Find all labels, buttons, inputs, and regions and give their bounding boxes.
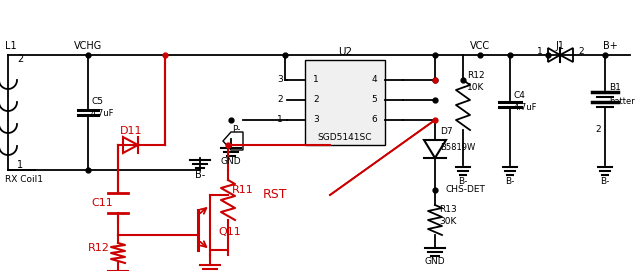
- Text: battery: battery: [609, 98, 635, 107]
- Text: VCC: VCC: [470, 41, 490, 51]
- Text: B-: B-: [600, 178, 610, 186]
- Text: B-: B-: [195, 170, 205, 180]
- Text: SGD5141SC: SGD5141SC: [318, 134, 372, 143]
- Text: 10K: 10K: [467, 83, 485, 92]
- Text: U2: U2: [338, 47, 352, 57]
- Text: R13: R13: [439, 205, 457, 215]
- Text: 2: 2: [578, 47, 584, 56]
- Text: B1: B1: [609, 83, 621, 92]
- Text: 3: 3: [277, 76, 283, 85]
- Text: P-: P-: [232, 125, 240, 134]
- Text: GND: GND: [425, 256, 445, 266]
- Text: 5: 5: [371, 95, 377, 105]
- Text: RST: RST: [263, 189, 288, 202]
- Text: B5819W: B5819W: [440, 144, 475, 153]
- Text: B+: B+: [603, 41, 617, 51]
- Text: 1: 1: [313, 76, 319, 85]
- Text: RX Coil1: RX Coil1: [5, 176, 43, 185]
- Text: 1: 1: [17, 160, 23, 170]
- Text: L1: L1: [5, 41, 17, 51]
- Text: R12: R12: [467, 70, 485, 79]
- Text: 2: 2: [277, 95, 283, 105]
- Text: 4: 4: [371, 76, 377, 85]
- Text: C11: C11: [91, 198, 113, 208]
- Text: 6: 6: [371, 115, 377, 124]
- Text: 4.7uF: 4.7uF: [514, 104, 537, 112]
- Text: 1: 1: [537, 47, 543, 56]
- Text: 2: 2: [17, 54, 23, 64]
- Text: B-: B-: [505, 178, 515, 186]
- Text: R12: R12: [88, 243, 110, 253]
- Text: J1: J1: [556, 41, 565, 51]
- Text: 4.7uF: 4.7uF: [91, 108, 114, 118]
- Bar: [305, 60, 385, 145]
- Text: D11: D11: [120, 126, 142, 136]
- Text: Q11: Q11: [218, 227, 241, 237]
- Text: R11: R11: [232, 185, 254, 195]
- Text: GND: GND: [221, 156, 241, 166]
- Text: C5: C5: [91, 96, 103, 105]
- Text: 2: 2: [313, 95, 319, 105]
- Text: D7: D7: [440, 127, 453, 137]
- Text: C4: C4: [514, 91, 526, 99]
- Text: 30K: 30K: [439, 218, 457, 227]
- Text: B-: B-: [458, 178, 468, 186]
- Text: VCHG: VCHG: [74, 41, 102, 51]
- Text: 1: 1: [277, 115, 283, 124]
- Text: 2: 2: [596, 125, 601, 134]
- Text: 3: 3: [313, 115, 319, 124]
- Text: CHS-DET: CHS-DET: [445, 186, 485, 195]
